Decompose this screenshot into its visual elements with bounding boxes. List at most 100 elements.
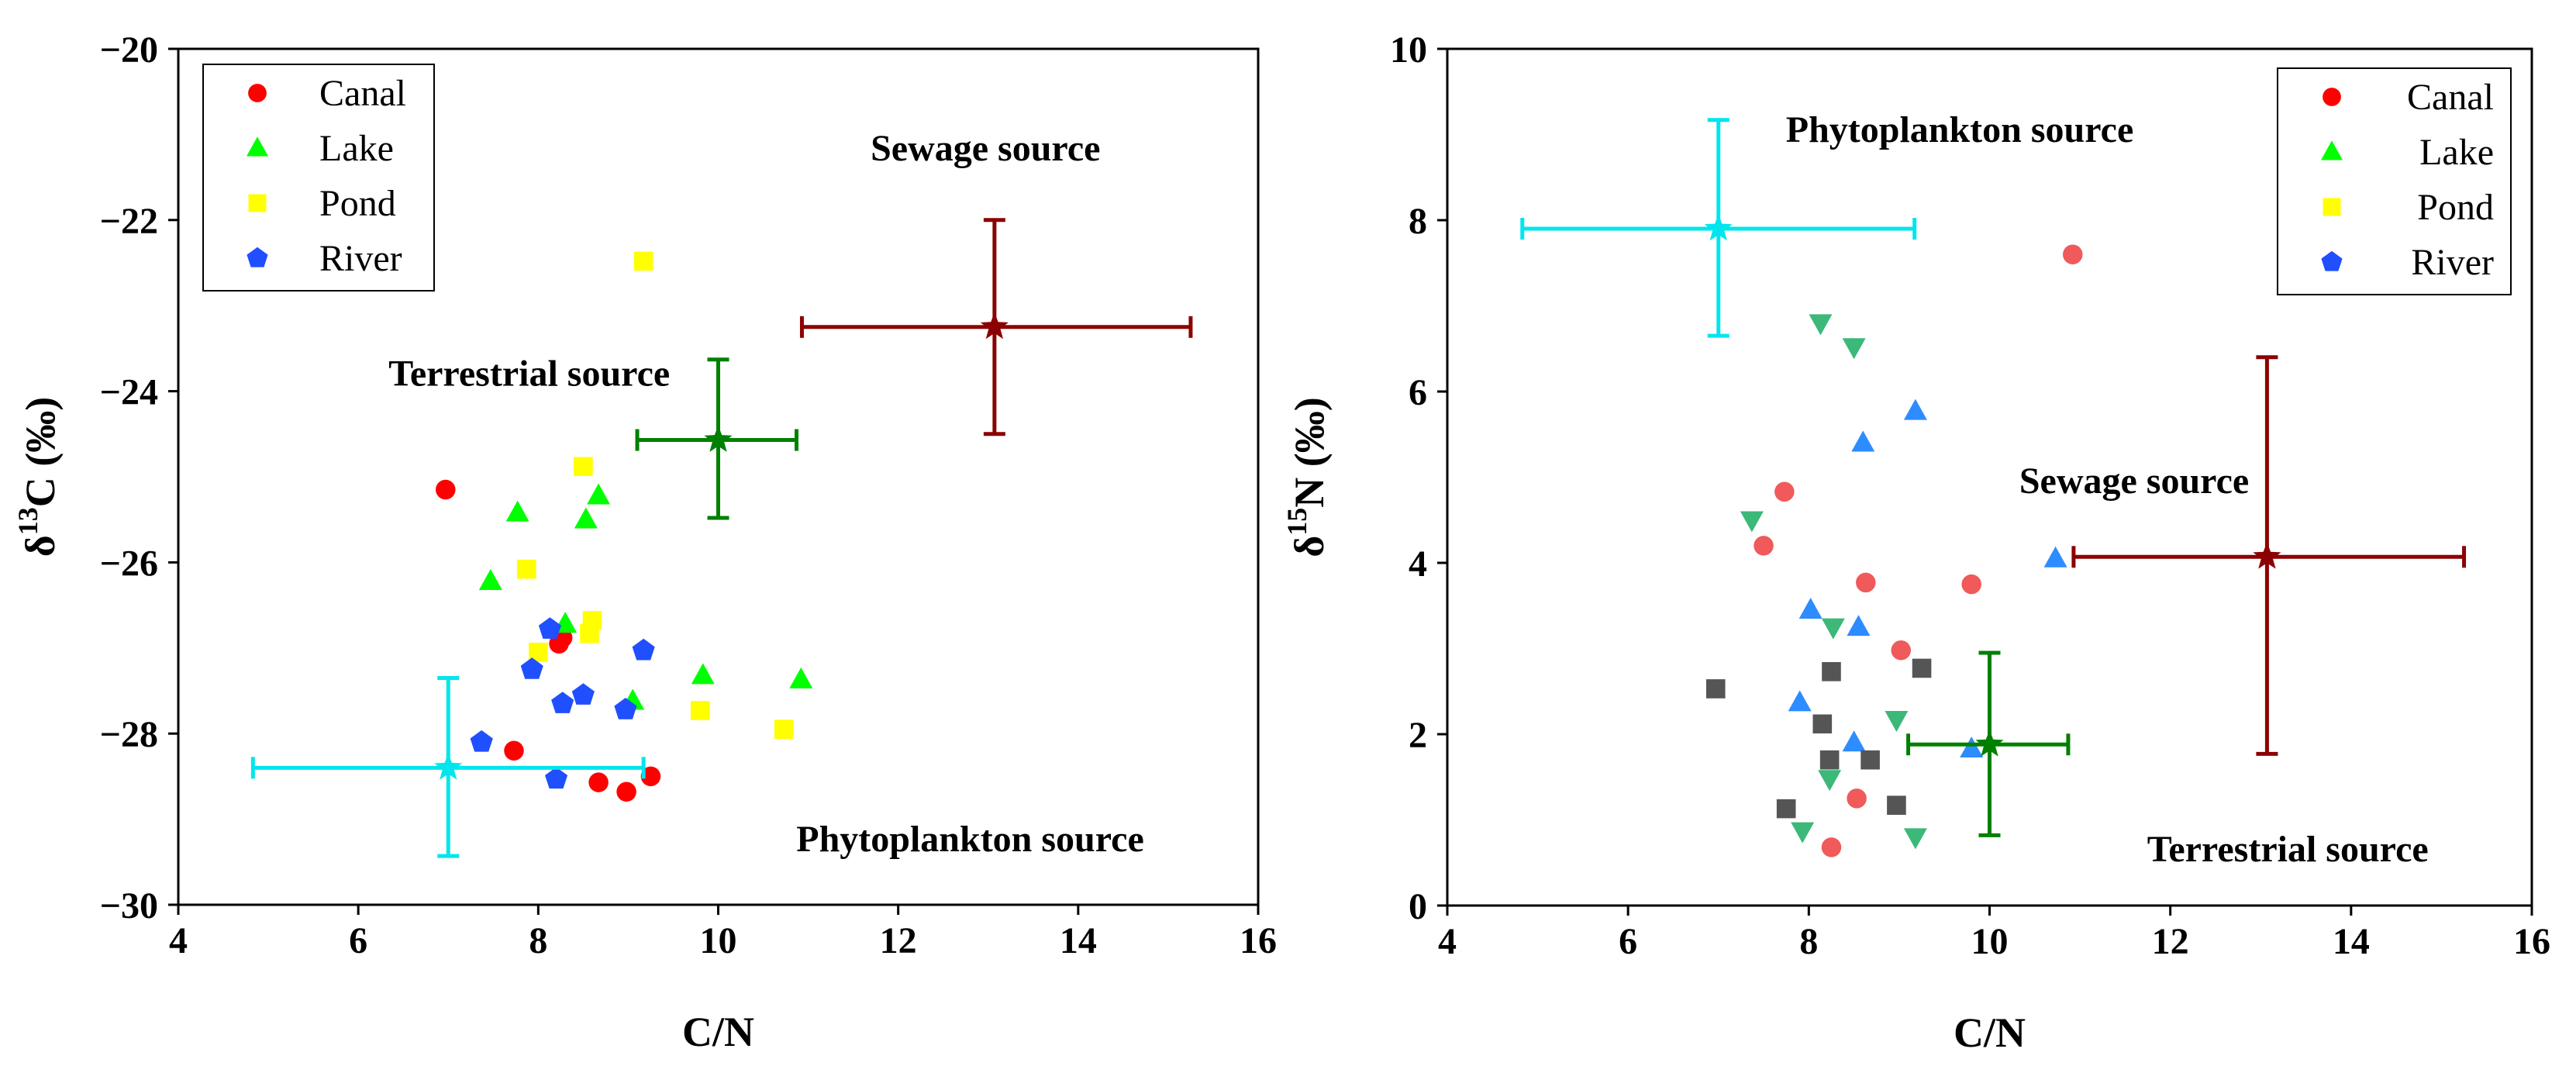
legend-marker-lake — [2321, 140, 2343, 160]
x-tick-label: 6 — [349, 920, 367, 961]
y-axis-title: δ15N (‰) — [1281, 397, 1333, 557]
data-point — [1856, 572, 1876, 593]
legend-label: Canal — [319, 73, 406, 114]
data-point — [1812, 714, 1833, 734]
data-point — [2063, 244, 2083, 264]
chart-panel-carbon: 4 6 8 10 12 14 16 −30 −28 −26 −24 −22 −20 C/N δ13C (‰)… — [12, 29, 1277, 1055]
x-tick-label: 12 — [2152, 921, 2189, 962]
legend-marker-lake — [247, 136, 268, 157]
data-point — [1891, 640, 1911, 661]
legend-label: River — [319, 238, 402, 279]
legend-marker-pond — [248, 194, 267, 212]
data-point — [1791, 822, 1815, 844]
data-point — [1774, 481, 1795, 502]
source-phytoplankton-source — [250, 675, 646, 858]
data-point — [633, 251, 653, 271]
x-tick-label: 16 — [1240, 920, 1277, 961]
data-point — [1847, 615, 1871, 637]
legend-label: Pond — [319, 183, 396, 224]
source-annotation: Sewage source — [2019, 461, 2249, 502]
data-point — [1860, 750, 1880, 770]
legend: Canal Lake Pond River — [202, 64, 435, 292]
data-point — [789, 667, 813, 688]
data-point — [587, 483, 611, 505]
legend-label: River — [2411, 242, 2494, 283]
source-annotation: Phytoplankton source — [1786, 109, 2134, 150]
data-point — [690, 701, 710, 720]
series-gray-squares — [1705, 658, 1932, 819]
y-axis-title-unit: (‰) — [1286, 397, 1333, 477]
y-tick-label: 4 — [1409, 543, 1427, 585]
y-tick-label: −28 — [100, 714, 158, 755]
data-point — [1798, 598, 1823, 619]
data-point — [574, 457, 593, 477]
x-tick-label: 16 — [2513, 921, 2550, 962]
data-point — [1740, 511, 1764, 533]
data-point — [580, 623, 599, 643]
data-point — [504, 740, 524, 761]
source-phytoplankton-source — [1520, 118, 1917, 338]
data-point — [1822, 662, 1841, 681]
y-axis-title-element: C — [17, 477, 64, 507]
source-mean-star — [1704, 214, 1733, 241]
data-point — [1788, 690, 1812, 712]
y-tick-label: 10 — [1390, 29, 1427, 71]
x-axis-title: C/N — [1954, 1009, 2026, 1056]
y-axis-title: δ13C (‰) — [12, 397, 64, 557]
data-point — [574, 507, 598, 529]
x-tick-label: 6 — [1619, 921, 1637, 962]
data-point — [545, 767, 568, 789]
data-point — [516, 559, 536, 579]
source-annotation: Sewage source — [871, 128, 1100, 169]
x-axis-title: C/N — [682, 1009, 754, 1055]
legend-label: Lake — [319, 128, 394, 169]
data-point — [1887, 795, 1906, 816]
data-point — [774, 719, 794, 739]
y-tick-label: −30 — [100, 885, 158, 926]
series-red-circles — [1754, 244, 2083, 857]
data-point — [538, 617, 561, 639]
y-axis-title-superscript: 15 — [1281, 508, 1312, 536]
legend-box — [2277, 67, 2512, 295]
data-point — [470, 730, 493, 752]
x-tick-label: 4 — [169, 920, 188, 961]
series-green-down-triangles — [1740, 314, 1927, 850]
legend-box — [202, 64, 435, 292]
data-point — [632, 638, 655, 661]
data-point — [588, 772, 609, 792]
legend-label: Canal — [2407, 77, 2494, 118]
legend: Canal Lake Pond River — [2277, 67, 2512, 295]
data-point — [691, 663, 715, 685]
y-axis-title-superscript: 13 — [12, 507, 43, 535]
y-tick-label: −26 — [100, 543, 158, 584]
y-tick-label: −22 — [100, 201, 158, 242]
legend-marker-river — [2321, 250, 2343, 271]
data-point — [616, 781, 636, 802]
y-axis-title-delta: δ — [1286, 536, 1333, 557]
legend-marker-canal — [248, 84, 267, 102]
data-point — [1705, 679, 1726, 699]
data-point — [1851, 430, 1875, 452]
y-axis-title-unit: (‰) — [17, 397, 64, 477]
y-tick-label: 6 — [1409, 372, 1427, 413]
data-point — [2043, 546, 2067, 568]
data-point — [505, 500, 529, 522]
source-terrestrial-source — [635, 357, 798, 520]
source-terrestrial-source — [1906, 650, 2071, 837]
x-tick-label: 12 — [880, 920, 917, 961]
source-annotation: Terrestrial source — [388, 353, 670, 394]
series-pond — [516, 251, 794, 739]
data-point — [1885, 710, 1909, 732]
y-axis-title-element: N — [1286, 478, 1333, 508]
x-tick-label: 14 — [1060, 920, 1097, 961]
x-tick-label: 10 — [1971, 921, 2009, 962]
data-point — [614, 698, 637, 719]
data-point — [1819, 750, 1840, 770]
data-point — [520, 657, 543, 679]
data-point — [1847, 788, 1867, 809]
data-point — [436, 479, 456, 500]
data-point — [1776, 799, 1796, 819]
x-tick-label: 4 — [1438, 921, 1457, 962]
x-tick-label: 14 — [2333, 921, 2370, 962]
